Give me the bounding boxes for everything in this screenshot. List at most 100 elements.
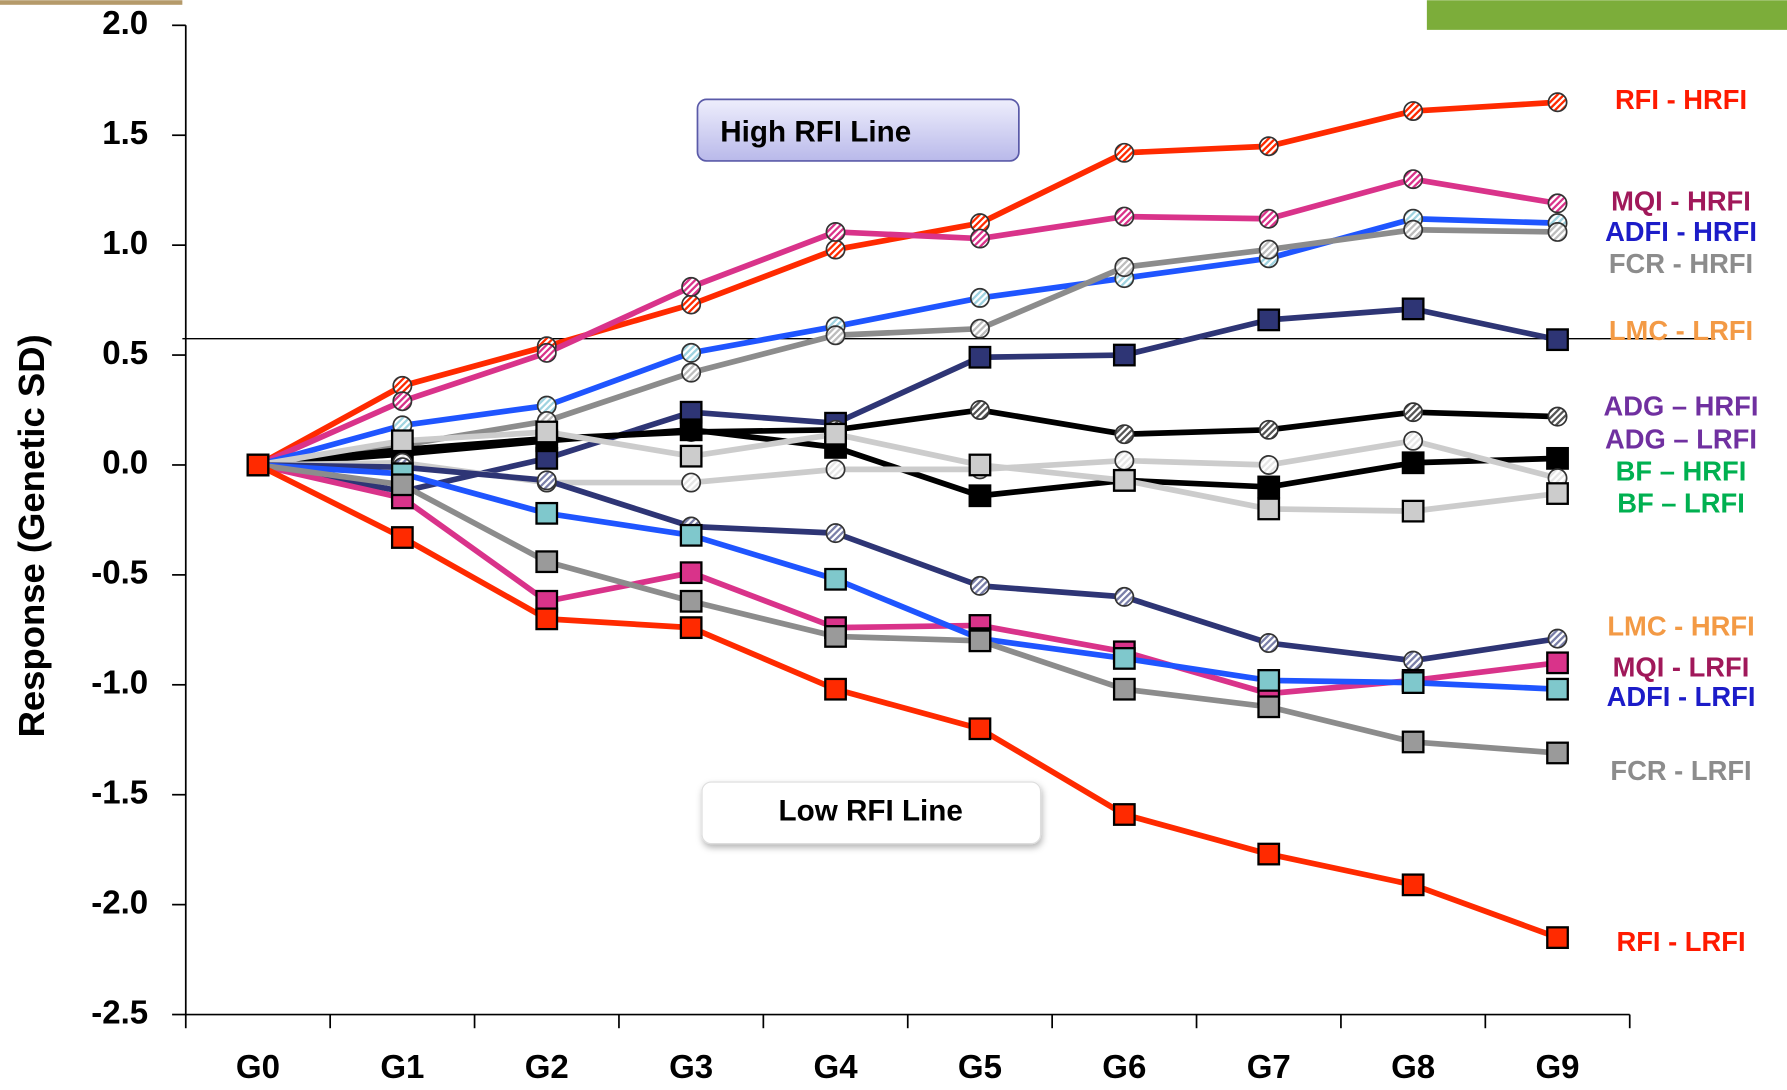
photo-edge: [0, 0, 182, 5]
point: [970, 631, 991, 652]
legend-label: RFI - LRFI: [1616, 926, 1745, 957]
point: [1403, 501, 1424, 522]
point: [392, 527, 413, 548]
point: [1260, 240, 1278, 258]
x-tick-label: G8: [1391, 1049, 1435, 1086]
point: [1547, 329, 1568, 350]
x-tick-label: G4: [814, 1049, 859, 1086]
legend-label: BF – HRFI: [1616, 455, 1747, 486]
point: [1258, 310, 1279, 331]
point: [1548, 194, 1566, 212]
y-tick-label: -0.5: [91, 555, 148, 592]
legend-label: LMC - HRFI: [1607, 610, 1754, 641]
point: [393, 392, 411, 410]
point: [825, 679, 846, 700]
point: [970, 719, 991, 740]
point: [1115, 258, 1133, 276]
point: [971, 401, 989, 419]
point: [825, 424, 846, 445]
point: [1404, 170, 1422, 188]
point: [1548, 93, 1566, 111]
point: [681, 525, 702, 546]
point: [971, 229, 989, 247]
point: [1547, 743, 1568, 764]
point: [1258, 670, 1279, 691]
legend-label: FCR - HRFI: [1609, 248, 1753, 279]
x-tick-label: G9: [1535, 1049, 1579, 1086]
point: [536, 503, 557, 524]
point: [1404, 432, 1422, 450]
point: [826, 326, 844, 344]
legend-label: ADFI - LRFI: [1607, 681, 1756, 712]
annotation: Low RFI Line: [779, 795, 963, 828]
legend-label: ADG – HRFI: [1604, 390, 1759, 421]
chart: High RFI Line Low RFI Line Response (Gen…: [0, 0, 1787, 1090]
x-tick-label: G0: [236, 1049, 280, 1086]
point: [1547, 927, 1568, 948]
series-line: [258, 465, 1558, 694]
point: [1548, 630, 1566, 648]
point: [1403, 299, 1424, 320]
point: [536, 551, 557, 572]
point: [681, 446, 702, 467]
page: {"chart_data": {"type": "line", "y_label…: [0, 0, 1787, 1090]
point: [392, 431, 413, 452]
point: [826, 223, 844, 241]
point: [1258, 499, 1279, 520]
legend-label: BF – LRFI: [1617, 487, 1745, 518]
point: [538, 344, 556, 362]
point: [1403, 732, 1424, 753]
legend-label: ADFI - HRFI: [1605, 216, 1757, 247]
point: [1547, 448, 1568, 469]
point: [1404, 102, 1422, 120]
point: [825, 626, 846, 647]
point: [1115, 207, 1133, 225]
point: [1548, 223, 1566, 241]
point: [826, 460, 844, 478]
x-tick-label: G5: [958, 1049, 1002, 1086]
point: [1114, 679, 1135, 700]
x-tick-label: G2: [525, 1049, 569, 1086]
y-tick-label: -2.0: [91, 884, 148, 921]
point: [1260, 210, 1278, 228]
point: [970, 347, 991, 368]
point: [681, 562, 702, 583]
point: [682, 364, 700, 382]
point: [1258, 844, 1279, 865]
point: [826, 240, 844, 258]
point: [1547, 483, 1568, 504]
point: [1403, 672, 1424, 693]
point: [1258, 697, 1279, 718]
point: [826, 524, 844, 542]
point: [248, 455, 269, 476]
point: [970, 455, 991, 476]
point: [1403, 453, 1424, 474]
point: [1115, 588, 1133, 606]
point: [1115, 451, 1133, 469]
point: [1547, 653, 1568, 674]
point: [1260, 421, 1278, 439]
series-line: [258, 309, 1558, 491]
legend-label: ADG – LRFI: [1605, 424, 1757, 455]
series-line: [258, 230, 1558, 465]
point: [1404, 221, 1422, 239]
legend-label: RFI - HRFI: [1615, 84, 1747, 115]
point: [681, 591, 702, 612]
point: [682, 295, 700, 313]
point: [1115, 425, 1133, 443]
point: [1114, 648, 1135, 669]
point: [1114, 804, 1135, 825]
point: [1403, 875, 1424, 896]
y-tick-label: 0.5: [102, 335, 148, 372]
y-tick-label: 1.5: [102, 115, 148, 152]
point: [536, 422, 557, 443]
point: [971, 289, 989, 307]
point: [1115, 144, 1133, 162]
point: [1258, 477, 1279, 498]
annotation: High RFI Line: [720, 115, 911, 148]
series-line: [258, 219, 1558, 465]
logo: [1427, 0, 1787, 30]
point: [1404, 403, 1422, 421]
y-tick-label: -1.0: [91, 665, 148, 702]
point: [681, 617, 702, 638]
